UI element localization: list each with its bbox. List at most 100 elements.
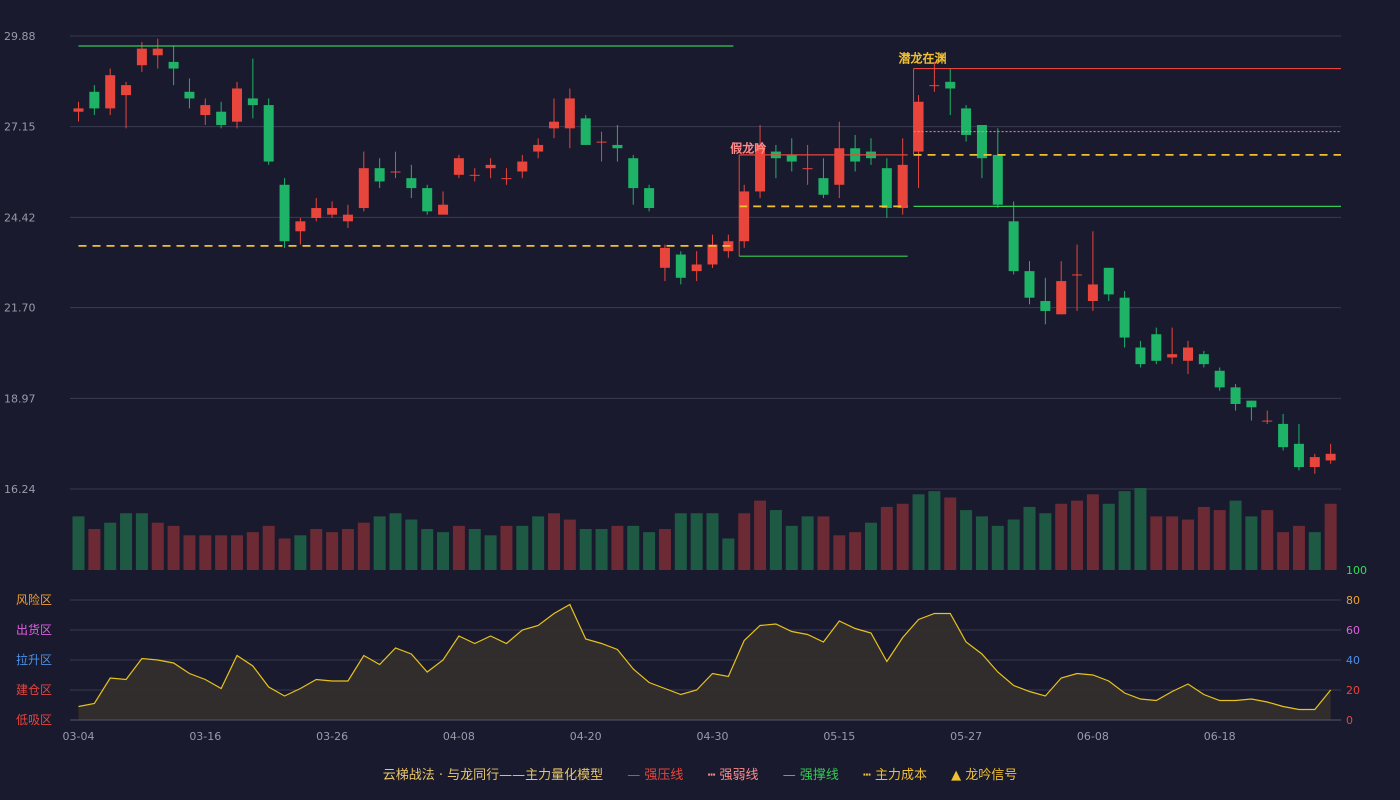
volume-bar — [1324, 503, 1337, 570]
x-tick-label: 06-08 — [1077, 730, 1109, 743]
candle-body — [961, 108, 972, 135]
volume-bar — [722, 538, 735, 570]
volume-bar — [1229, 500, 1242, 570]
volume-bar — [975, 516, 988, 570]
volume-bar — [801, 516, 814, 570]
candle-body — [1072, 274, 1083, 276]
volume-bar — [611, 525, 624, 570]
x-tick-label: 03-04 — [63, 730, 95, 743]
candle-body — [1183, 347, 1193, 361]
volume-bar — [72, 516, 85, 570]
volume-bar — [1166, 516, 1179, 570]
volume-bar — [231, 535, 243, 570]
legend-item-resistance[interactable]: — 强压线 — [627, 768, 687, 783]
volume-bar — [849, 532, 862, 570]
chart-legend: 云梯战法 · 与龙同行——主力量化模型 — 强压线 ┅ 强弱线 — 强撑线 ┅ … — [0, 764, 1400, 783]
osc-tick-label: 20 — [1346, 684, 1360, 697]
candle-body — [1293, 443, 1304, 468]
volume-bar — [548, 513, 560, 570]
volume-bar — [1118, 491, 1131, 570]
candle-body — [168, 61, 179, 69]
volume-bar — [658, 529, 671, 570]
volume-bar — [563, 519, 576, 570]
osc-tick-label: 60 — [1346, 624, 1360, 637]
candle-body — [358, 168, 369, 209]
volume-bar — [912, 494, 925, 570]
price-tick-label: 18.97 — [4, 392, 36, 405]
legend-cost-symbol: ┅ — [862, 768, 871, 783]
volume-bar — [1102, 503, 1115, 570]
volume-bar — [928, 491, 941, 570]
candle-body — [976, 125, 987, 159]
volume-bar — [627, 525, 640, 570]
candle-body — [105, 75, 116, 109]
legend-cost-label: 主力成本 — [874, 768, 927, 783]
legend-item-cost[interactable]: ┅ 主力成本 — [863, 768, 931, 783]
candle-body — [897, 164, 908, 209]
volume-bar — [1182, 519, 1194, 570]
candle-body — [247, 98, 258, 106]
volume-bar — [278, 538, 291, 570]
candle-body — [517, 161, 528, 172]
osc-zone-label: 拉升区 — [16, 652, 52, 667]
volume-bar — [944, 497, 957, 570]
legend-item-support[interactable]: — 强撑线 — [783, 768, 843, 783]
volume-bar — [1007, 519, 1020, 570]
volume-bar — [833, 535, 846, 570]
candle-body — [549, 121, 559, 129]
price-tick-label: 24.42 — [4, 211, 36, 224]
candle-body — [1103, 267, 1114, 295]
candle-body — [152, 48, 163, 56]
volume-bar — [88, 529, 101, 570]
volume-bar — [674, 513, 687, 570]
volume-bar — [341, 529, 354, 570]
candle-body — [216, 111, 227, 126]
candle-body — [818, 178, 829, 195]
candle-body — [755, 144, 766, 192]
candle-body — [1246, 400, 1257, 408]
volume-bar — [120, 513, 133, 570]
volume-bar — [294, 535, 307, 570]
candle-body — [929, 85, 940, 87]
volume-bar — [135, 513, 148, 570]
volume-bar — [880, 506, 893, 570]
volume-bar — [1039, 513, 1052, 570]
candle-body — [73, 108, 84, 112]
osc-zone-label: 出货区 — [16, 622, 52, 637]
osc-zone-label: 建仓区 — [16, 683, 52, 697]
legend-signal-label: 龙吟信号 — [965, 768, 1018, 783]
osc-tick-label: 100 — [1346, 564, 1367, 577]
candle-body — [295, 221, 306, 232]
candle-body — [1119, 297, 1130, 338]
volume-bar — [357, 522, 370, 570]
volume-bar — [262, 525, 275, 570]
legend-item-weak[interactable]: ┅ 强弱线 — [708, 768, 763, 783]
price-tick-label: 16.24 — [4, 483, 36, 496]
price-tick-label: 27.15 — [4, 121, 36, 134]
volume-bar — [595, 529, 608, 570]
candle-body — [992, 154, 1003, 205]
osc-tick-label: 0 — [1346, 714, 1353, 727]
x-tick-label: 04-30 — [697, 730, 729, 743]
volume-bar — [1277, 532, 1290, 570]
volume-bar — [991, 525, 1004, 570]
volume-bar — [769, 510, 782, 570]
candle-body — [564, 98, 575, 129]
volume-bar — [421, 529, 434, 570]
candle-body — [1325, 453, 1336, 461]
candle-body — [945, 81, 956, 89]
legend-signal-symbol: ▲ — [951, 768, 962, 783]
legend-item-signal[interactable]: ▲ 龙吟信号 — [951, 768, 1017, 783]
candle-body — [374, 168, 385, 182]
volume-bar — [1071, 500, 1084, 570]
volume-bar — [104, 522, 117, 570]
candle-body — [1056, 281, 1067, 315]
signal-label: 假龙吟 — [730, 140, 766, 155]
volume-bar — [1292, 525, 1305, 570]
legend-weak-label: 强弱线 — [719, 768, 759, 783]
candle-body — [327, 208, 338, 215]
volume-bar — [960, 510, 973, 570]
candle-body — [1278, 423, 1289, 448]
candle-body — [1135, 347, 1146, 365]
volume-bar — [373, 516, 386, 570]
